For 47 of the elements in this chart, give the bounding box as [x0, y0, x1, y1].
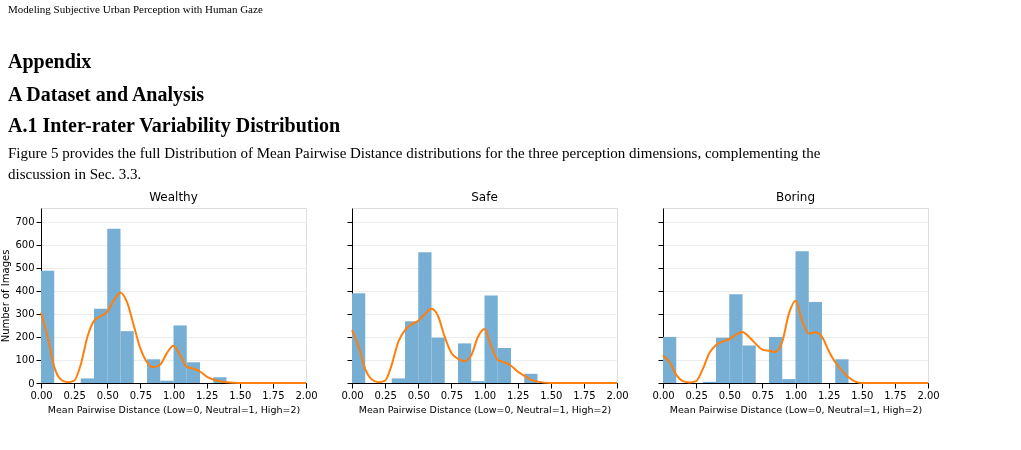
x-axis-title: Mean Pairwise Distance (Low=0, Neutral=1, High=2) — [669, 403, 923, 415]
x-tick-label: 1.75 — [262, 389, 285, 401]
x-tick-label: 1.50 — [851, 389, 874, 401]
x-tick-label: 1.75 — [884, 389, 907, 401]
x-tick-label: 1.25 — [506, 389, 530, 401]
x-tick-label: 0.75 — [129, 389, 153, 401]
text: Appendix — [8, 50, 92, 73]
y-tick-label: 400 — [15, 285, 35, 297]
y-tick-label: 300 — [15, 308, 35, 320]
x-tick-label: 2.00 — [295, 389, 318, 401]
x-tick-label: 1.00 — [473, 389, 497, 401]
text: A Dataset and Analysis — [8, 83, 205, 106]
x-tick-label: 0.25 — [374, 389, 397, 401]
x-tick-label: 1.50 — [540, 389, 563, 401]
x-tick-label: 0.00 — [652, 389, 675, 401]
x-tick-label: 0.50 — [407, 389, 430, 401]
caption: Figure 5 provides the full Distribution of Mean Pairwise Distance distributions for the three perception dimensions, complementing the discussion in Sec. 3.3. — [8, 145, 821, 182]
x-tick-label: 0.00 — [341, 389, 364, 401]
x-tick-label: 0.50 — [718, 389, 741, 401]
y-tick-label: 200 — [15, 331, 35, 343]
y-tick-label: 700 — [15, 216, 35, 228]
x-axis-title: Mean Pairwise Distance (Low=0, Neutral=1, High=2) — [358, 403, 612, 415]
x-axis-title: Mean Pairwise Distance (Low=0, Neutral=1, High=2) — [47, 403, 301, 415]
chart-title: Safe — [471, 190, 498, 204]
x-tick-label: 1.25 — [195, 389, 219, 401]
x-tick-label: 0.50 — [96, 389, 119, 401]
chart-title: Wealthy — [149, 190, 198, 204]
chart-title: Boring — [775, 190, 816, 204]
y-tick-label: 600 — [15, 239, 35, 251]
x-tick-label: 0.75 — [440, 389, 464, 401]
text: Modeling Subjective Urban Perception with Human Gaze — [8, 3, 263, 15]
x-tick-label: 2.00 — [606, 389, 629, 401]
x-tick-label: 1.75 — [573, 389, 596, 401]
x-tick-label: 1.00 — [162, 389, 186, 401]
x-tick-label: 1.25 — [817, 389, 841, 401]
x-tick-label: 0.00 — [30, 389, 53, 401]
y-axis-title: Number of Images — [0, 249, 12, 343]
y-tick-label: 100 — [15, 354, 35, 366]
x-tick-label: 0.75 — [751, 389, 775, 401]
x-tick-label: 0.25 — [63, 389, 86, 401]
x-tick-label: 1.00 — [784, 389, 808, 401]
y-tick-label: 0 — [28, 377, 35, 389]
text: A.1 Inter-rater Variability Distribution — [8, 114, 341, 137]
x-tick-label: 0.25 — [685, 389, 708, 401]
y-tick-label: 500 — [15, 262, 35, 274]
x-tick-label: 2.00 — [917, 389, 940, 401]
x-tick-label: 1.50 — [229, 389, 252, 401]
